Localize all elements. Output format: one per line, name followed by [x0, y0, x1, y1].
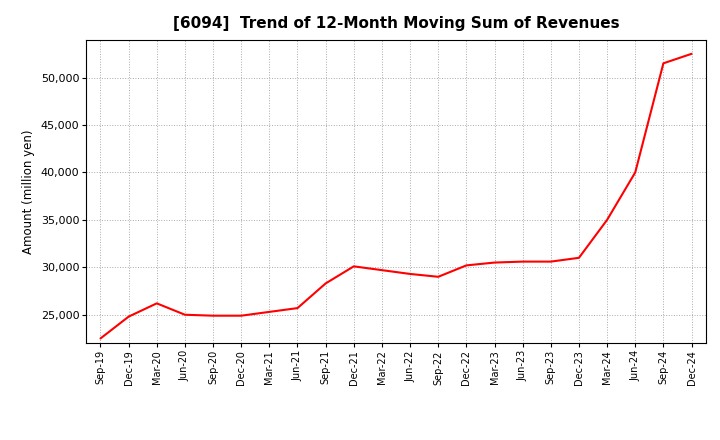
Y-axis label: Amount (million yen): Amount (million yen)	[22, 129, 35, 253]
Title: [6094]  Trend of 12-Month Moving Sum of Revenues: [6094] Trend of 12-Month Moving Sum of R…	[173, 16, 619, 32]
